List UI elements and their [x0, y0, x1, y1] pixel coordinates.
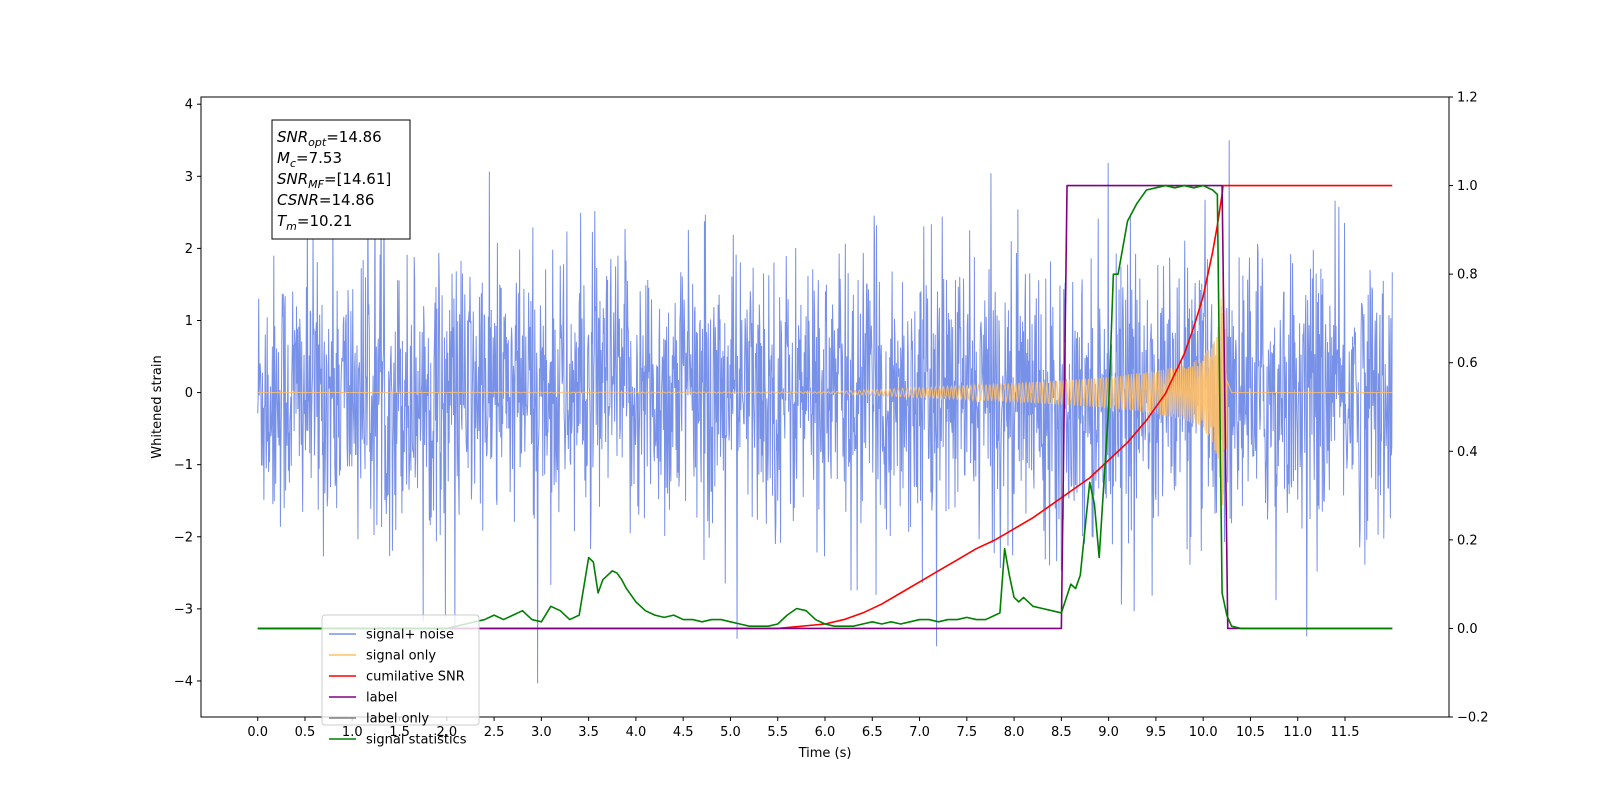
info-subscript: c	[290, 157, 296, 170]
info-subscript: opt	[308, 136, 327, 149]
y-left-tick-label: 2	[185, 242, 193, 257]
info-value: =[14.61]	[324, 170, 391, 188]
info-value: =14.86	[326, 128, 382, 146]
x-tick-label: 8.5	[1051, 725, 1072, 740]
y-left-tick-label: −4	[174, 674, 193, 689]
y-right-tick-label: 0.0	[1457, 622, 1478, 637]
y-left-tick-label: −1	[174, 458, 193, 473]
info-value: =14.86	[319, 191, 375, 209]
x-axis-label: Time (s)	[798, 746, 852, 761]
legend: signal+ noise signal only cumilative SNR la…	[321, 614, 480, 748]
x-tick-label: 3.0	[531, 725, 552, 740]
info-symbol: M	[277, 149, 290, 167]
x-tick-label: 7.5	[956, 725, 977, 740]
y-right-tick-label: −0.2	[1457, 711, 1489, 726]
x-tick-label: 1.0	[342, 725, 363, 740]
x-tick-label: 9.5	[1146, 725, 1167, 740]
info-symbol: SNR	[277, 170, 308, 188]
info-box-line: SNRMF=[14.61]	[277, 170, 391, 191]
y-right-tick-label: 0.4	[1457, 445, 1478, 460]
info-box: SNRopt=14.86Mc=7.53SNRMF=[14.61]CSNR=14.…	[271, 119, 411, 240]
info-box-line: Mc=7.53	[277, 149, 342, 170]
info-value: =10.21	[297, 212, 353, 230]
info-box-line: Tm=10.21	[277, 212, 352, 233]
x-tick-label: 4.5	[673, 725, 694, 740]
y-right-tick-label: 0.2	[1457, 533, 1478, 548]
x-tick-label: 1.5	[389, 725, 410, 740]
x-tick-label: 7.0	[909, 725, 930, 740]
x-axis: 0.0 0.5 1.0 1.5 2.0 2.5 3.0 3.5 4.0 4.5 5.0 5.5 6.0 6…	[247, 717, 1359, 740]
y-left-tick-label: 4	[185, 98, 193, 113]
info-box-line: CSNR=14.86	[277, 191, 374, 209]
y-axis-right: 1.2 1.0 0.8 0.6 0.4 0.2 0.0 −0.2	[1449, 91, 1489, 726]
x-tick-label: 11.0	[1283, 725, 1312, 740]
y-left-tick-label: 3	[185, 170, 193, 185]
y-left-tick-label: 1	[185, 314, 193, 329]
y-right-tick-label: 1.0	[1457, 179, 1478, 194]
x-tick-label: 0.5	[295, 725, 316, 740]
y-left-tick-label: −3	[174, 602, 193, 617]
info-subscript: MF	[308, 178, 324, 191]
x-tick-label: 5.0	[720, 725, 741, 740]
y-left-tick-label: −2	[174, 530, 193, 545]
x-tick-label: 9.0	[1098, 725, 1119, 740]
series-signal-only	[257, 273, 1393, 506]
y-right-tick-label: 0.6	[1457, 356, 1478, 371]
info-symbol: T	[277, 212, 288, 230]
legend-entry: label	[366, 691, 397, 706]
x-tick-label: 11.5	[1331, 725, 1360, 740]
x-tick-label: 6.5	[862, 725, 883, 740]
info-symbol: SNR	[277, 128, 308, 146]
plot-area	[257, 140, 1393, 684]
x-tick-label: 10.0	[1189, 725, 1218, 740]
x-tick-label: 10.5	[1236, 725, 1265, 740]
info-symbol: CSNR	[277, 191, 319, 209]
y-left-tick-label: 0	[185, 386, 193, 401]
x-tick-label: 2.5	[484, 725, 505, 740]
legend-entry: label only	[366, 712, 429, 727]
legend-entry: cumilative SNR	[366, 670, 465, 685]
legend-entry: signal only	[366, 649, 436, 664]
series-signal-statistics	[257, 184, 1393, 630]
info-subscript: m	[286, 220, 297, 233]
legend-entry: signal statistics	[366, 733, 467, 748]
x-tick-label: 3.5	[578, 725, 599, 740]
y-right-tick-label: 0.8	[1457, 268, 1478, 283]
info-box-line: SNRopt=14.86	[277, 128, 382, 149]
y-right-tick-label: 1.2	[1457, 91, 1478, 106]
x-tick-label: 0.0	[247, 725, 268, 740]
y-axis-label: Whitened strain	[150, 355, 165, 458]
x-tick-label: 8.0	[1004, 725, 1025, 740]
info-value: =7.53	[296, 149, 342, 167]
x-tick-label: 4.0	[626, 725, 647, 740]
x-tick-label: 5.5	[767, 725, 788, 740]
series-cumulative-snr	[257, 184, 1393, 630]
y-axis-left: 4 3 2 1 0 −1 −2 −3 −4	[174, 98, 201, 689]
x-tick-label: 2.0	[436, 725, 457, 740]
x-tick-label: 6.0	[815, 725, 836, 740]
legend-entry: signal+ noise	[366, 628, 454, 643]
